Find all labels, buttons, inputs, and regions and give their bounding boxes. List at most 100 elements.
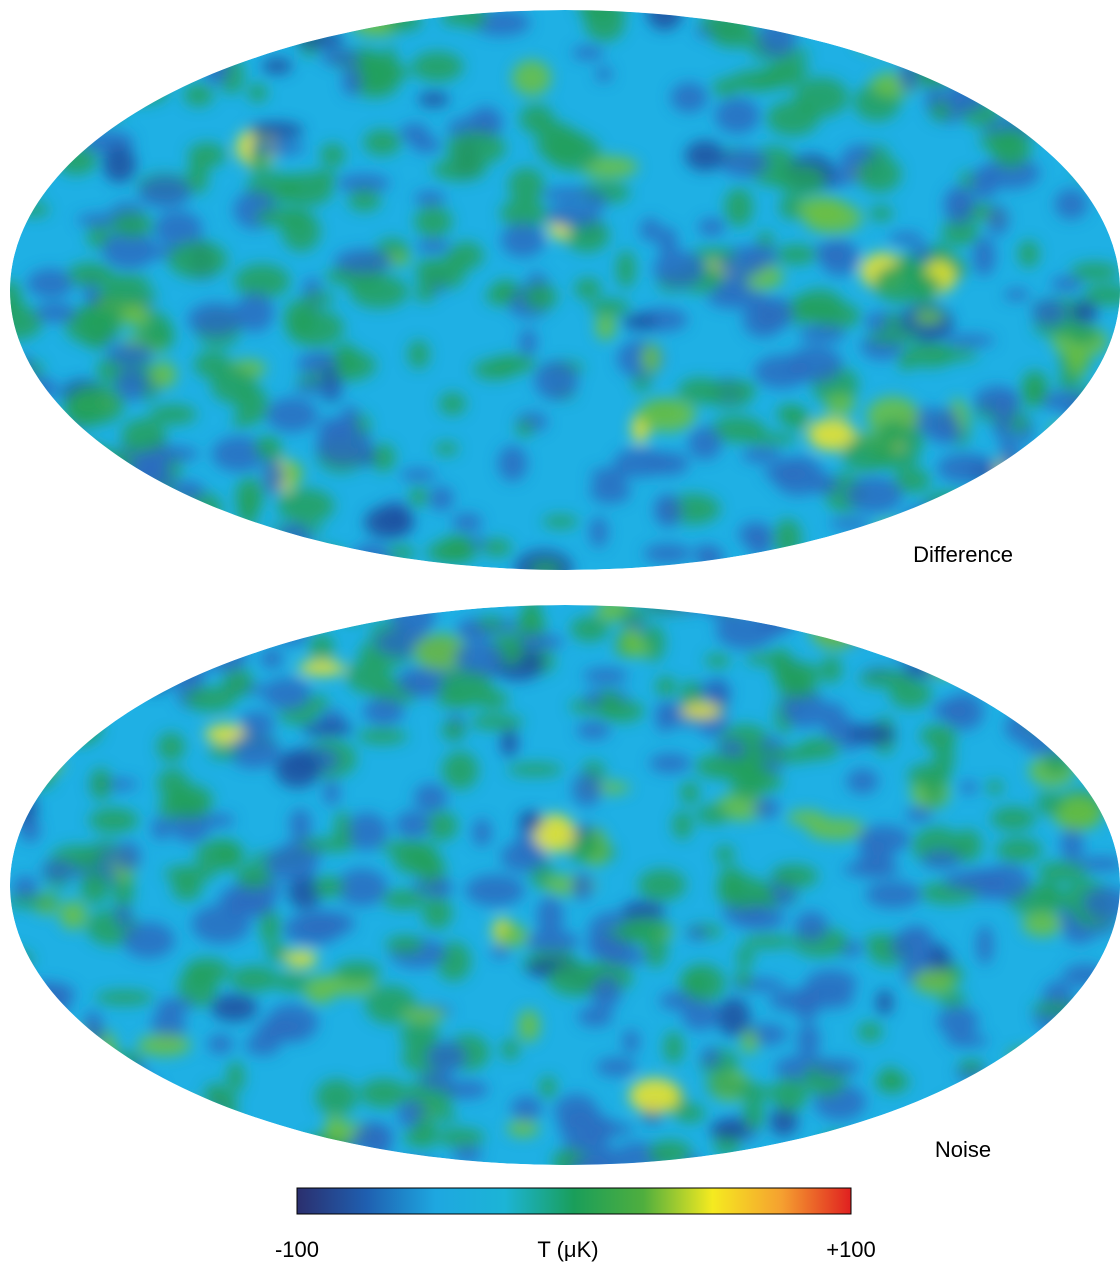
sky-blob	[653, 250, 706, 287]
sky-blob	[17, 983, 71, 1022]
sky-blob	[66, 514, 118, 536]
sky-blob	[1048, 423, 1089, 438]
sky-blob	[129, 450, 160, 491]
sky-blob	[944, 692, 984, 731]
sky-blob	[1060, 825, 1084, 864]
sky-blob	[784, 407, 810, 429]
sky-blob	[809, 474, 840, 495]
sky-blob	[938, 1096, 983, 1127]
colorbar-label: T (μK)	[537, 1237, 598, 1262]
sky-blob	[363, 129, 402, 156]
sky-blob	[41, 859, 76, 881]
sky-blob	[497, 924, 529, 947]
sky-blob	[910, 276, 943, 294]
sky-blob	[106, 343, 154, 366]
sky-blob	[995, 837, 1043, 862]
sky-blob	[366, 1123, 391, 1162]
sky-blob	[589, 478, 631, 504]
sky-blob	[417, 91, 450, 108]
sky-blob	[428, 486, 454, 511]
sky-blob	[99, 544, 142, 567]
sky-blob	[712, 78, 739, 97]
sky-blob	[10, 498, 22, 519]
sky-blob	[506, 1119, 540, 1138]
sky-blob	[647, 1139, 693, 1165]
sky-blob	[1082, 284, 1120, 306]
sky-blob	[672, 810, 693, 840]
sky-blob	[10, 17, 37, 47]
sky-blob	[414, 205, 453, 238]
sky-blob	[102, 230, 157, 270]
sky-blob	[507, 763, 564, 777]
sky-blob	[745, 652, 795, 666]
sky-blob	[1009, 673, 1036, 693]
sky-blob	[67, 262, 113, 286]
sky-blob	[13, 171, 34, 196]
sky-blob	[647, 451, 690, 476]
sky-blob	[670, 82, 708, 113]
sky-blob	[744, 565, 764, 570]
sky-blob	[1068, 454, 1103, 472]
sky-blob	[591, 975, 622, 1010]
sky-blob	[636, 398, 697, 433]
sky-blob	[917, 61, 975, 80]
sky-blob	[901, 925, 932, 946]
sky-blob	[641, 343, 662, 374]
sky-blob	[757, 231, 774, 248]
sky-blob	[1088, 484, 1119, 519]
sky-blob	[59, 900, 87, 930]
sky-blob	[619, 917, 671, 938]
sky-blob	[939, 620, 990, 642]
sky-blob	[289, 808, 312, 839]
sky-blob	[975, 1077, 1028, 1110]
sky-blob	[1031, 614, 1081, 642]
sky-blob	[970, 166, 998, 200]
sky-blob	[1010, 101, 1029, 121]
sky-blob	[803, 201, 862, 234]
sky-blob	[947, 79, 988, 113]
sky-blob	[413, 633, 469, 671]
sky-blob	[301, 547, 329, 562]
sky-blob	[273, 605, 311, 646]
sky-blob	[433, 254, 466, 289]
sky-blob	[677, 377, 724, 404]
sky-blob	[523, 283, 558, 310]
sky-blob	[10, 1081, 28, 1117]
sky-blob	[414, 286, 436, 302]
sky-blob	[65, 1025, 117, 1066]
sky-blob	[286, 309, 344, 347]
sky-blob	[848, 723, 896, 746]
sky-blob	[794, 77, 849, 117]
sky-blob	[776, 667, 813, 699]
sky-blob	[779, 194, 805, 220]
sky-blob	[400, 1007, 446, 1023]
sky-blob	[93, 549, 146, 570]
sky-blob	[542, 515, 579, 529]
sky-blob	[102, 145, 137, 183]
sky-blob	[154, 211, 203, 247]
sky-blob	[349, 275, 409, 309]
map-label: Difference	[913, 542, 1013, 567]
sky-blob	[741, 446, 783, 463]
sky-blob	[798, 324, 846, 343]
sky-blob	[283, 912, 342, 946]
sky-blob	[776, 165, 827, 195]
sky-blob	[709, 1119, 749, 1140]
sky-blob	[545, 133, 601, 171]
sky-blob	[1040, 509, 1098, 536]
sky-blob	[539, 1075, 557, 1099]
sky-blob	[85, 665, 127, 682]
sky-blob	[856, 33, 903, 51]
sky-blob	[1004, 708, 1065, 746]
sky-blob	[472, 818, 492, 847]
sky-blob	[674, 1103, 706, 1123]
sky-blob	[350, 10, 404, 37]
sky-blob	[195, 838, 245, 871]
sky-blob	[974, 385, 1020, 415]
sky-blob	[490, 354, 537, 374]
sky-blob	[270, 605, 306, 624]
sky-blob	[261, 57, 293, 75]
sky-blob	[1009, 1047, 1069, 1065]
sky-blob	[1050, 83, 1067, 107]
sky-blob	[452, 1145, 483, 1163]
